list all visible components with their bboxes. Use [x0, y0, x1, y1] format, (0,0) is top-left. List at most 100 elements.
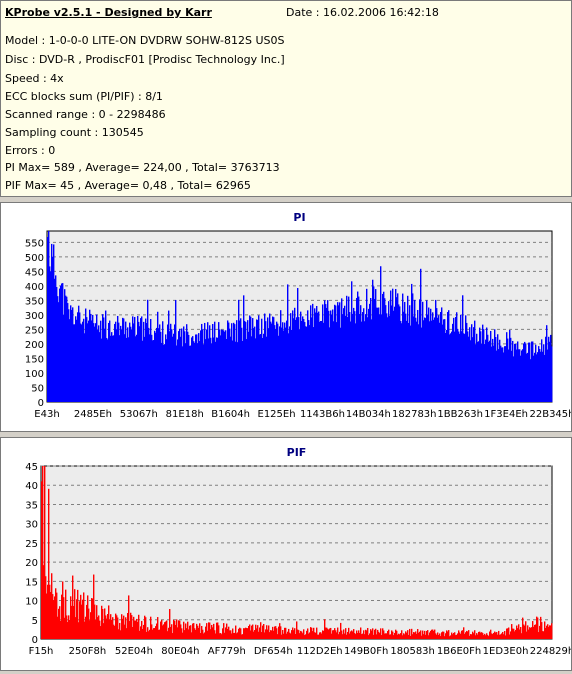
pif-y-tick-label: 0 — [32, 635, 38, 646]
pif-bar — [247, 628, 249, 639]
pif-bar — [368, 635, 370, 639]
pif-bar — [475, 635, 477, 639]
pi-bar — [483, 329, 485, 402]
pi-bar — [290, 313, 292, 402]
pif-bar — [140, 626, 142, 639]
pif-bar — [312, 631, 314, 639]
pi-y-tick-label: 450 — [25, 267, 44, 278]
pif-bar — [515, 629, 517, 639]
pif-bar — [526, 631, 528, 639]
pif-bar — [208, 622, 210, 639]
pif-bar — [52, 594, 54, 639]
pi-bar — [371, 319, 373, 402]
pif-bar — [445, 633, 447, 639]
pi-bar — [56, 287, 58, 402]
pif-bar — [488, 636, 490, 639]
pif-bar — [376, 634, 378, 639]
pif-y-tick-label: 45 — [25, 462, 38, 473]
pif-bar — [381, 635, 383, 639]
pif-bar — [260, 622, 262, 639]
pi-bar — [466, 322, 468, 402]
pif-bar — [315, 632, 317, 639]
pi-chart-title: PI — [293, 211, 305, 224]
pif-bar — [66, 615, 68, 639]
pi-bar — [399, 306, 401, 402]
pi-x-tick-label: 81E18h — [166, 409, 204, 420]
pi-bar — [419, 299, 421, 402]
pif-bar — [484, 633, 486, 639]
pif-y-tick-label: 40 — [25, 481, 38, 492]
pif-bar — [404, 634, 406, 639]
pif-bar — [75, 617, 77, 639]
pi-bar — [410, 325, 412, 402]
pi-bar — [103, 317, 105, 402]
pif-bar — [88, 608, 90, 639]
pif-bar — [282, 630, 284, 639]
pif-bar — [55, 588, 57, 639]
pi-bar — [78, 305, 80, 402]
pif-bar — [336, 632, 338, 639]
pi-x-tick-label: 14B034h — [346, 409, 391, 420]
pi-bar — [526, 353, 528, 402]
pi-bar — [247, 320, 249, 402]
pif-bar — [391, 630, 393, 639]
pif-bar — [342, 634, 344, 639]
pif-x-tick-label: F15h — [29, 646, 54, 657]
pif-bar — [78, 622, 80, 639]
pi-bar — [300, 311, 302, 402]
pi-bar — [179, 328, 181, 402]
pi-bar — [522, 349, 524, 402]
pi-bar — [149, 334, 151, 402]
pif-bar — [185, 623, 187, 639]
pi-bar — [508, 349, 510, 402]
pif-bar — [497, 634, 499, 639]
pi-bar — [375, 289, 377, 402]
pi-bar — [550, 334, 552, 402]
pi-bar — [131, 329, 133, 402]
pif-bar — [481, 632, 483, 639]
pi-bar — [133, 323, 135, 402]
pi-bar — [189, 345, 191, 402]
pif-bar — [269, 632, 271, 639]
info-speed: Speed : 4x — [5, 72, 64, 85]
pif-bar — [148, 631, 150, 639]
pif-bar — [453, 632, 455, 639]
pi-bar — [53, 244, 55, 402]
pi-bar — [439, 322, 441, 402]
pif-bar — [69, 619, 71, 639]
pi-bar — [83, 318, 85, 402]
pi-bar — [442, 324, 444, 402]
pi-bar — [242, 341, 244, 402]
pi-x-tick-label: 1143B6h — [300, 409, 345, 420]
pif-x-tick-label: 180583h — [390, 646, 435, 657]
pi-bar — [348, 296, 350, 402]
pif-bar — [155, 626, 157, 639]
pi-bar — [395, 288, 397, 402]
pif-bar — [261, 632, 263, 639]
pif-bar — [311, 627, 313, 639]
pif-bar — [440, 636, 442, 639]
pi-y-tick-label: 150 — [25, 354, 44, 365]
pif-bar — [535, 624, 537, 639]
pi-bar — [93, 323, 95, 402]
pi-bar — [393, 310, 395, 402]
pi-bar — [519, 349, 521, 402]
pif-bar — [181, 628, 183, 639]
pif-bar — [80, 594, 82, 639]
pi-bar — [463, 333, 465, 402]
pi-bar — [312, 303, 314, 402]
pi-x-tick-label: B1604h — [211, 409, 250, 420]
pif-x-tick-label: 1ED3E0h — [483, 646, 529, 657]
pi-bar — [187, 331, 189, 402]
pi-bar — [485, 339, 487, 402]
pif-bar — [219, 633, 221, 639]
pif-x-tick-label: 224829h — [530, 646, 571, 657]
pi-bar — [488, 341, 490, 402]
pi-bar — [351, 281, 353, 402]
pif-bar — [458, 630, 460, 639]
pi-bar — [461, 331, 463, 402]
pi-bar — [332, 309, 334, 402]
pif-bar — [361, 634, 363, 639]
pi-bar — [289, 326, 291, 402]
pi-bar — [246, 339, 248, 402]
